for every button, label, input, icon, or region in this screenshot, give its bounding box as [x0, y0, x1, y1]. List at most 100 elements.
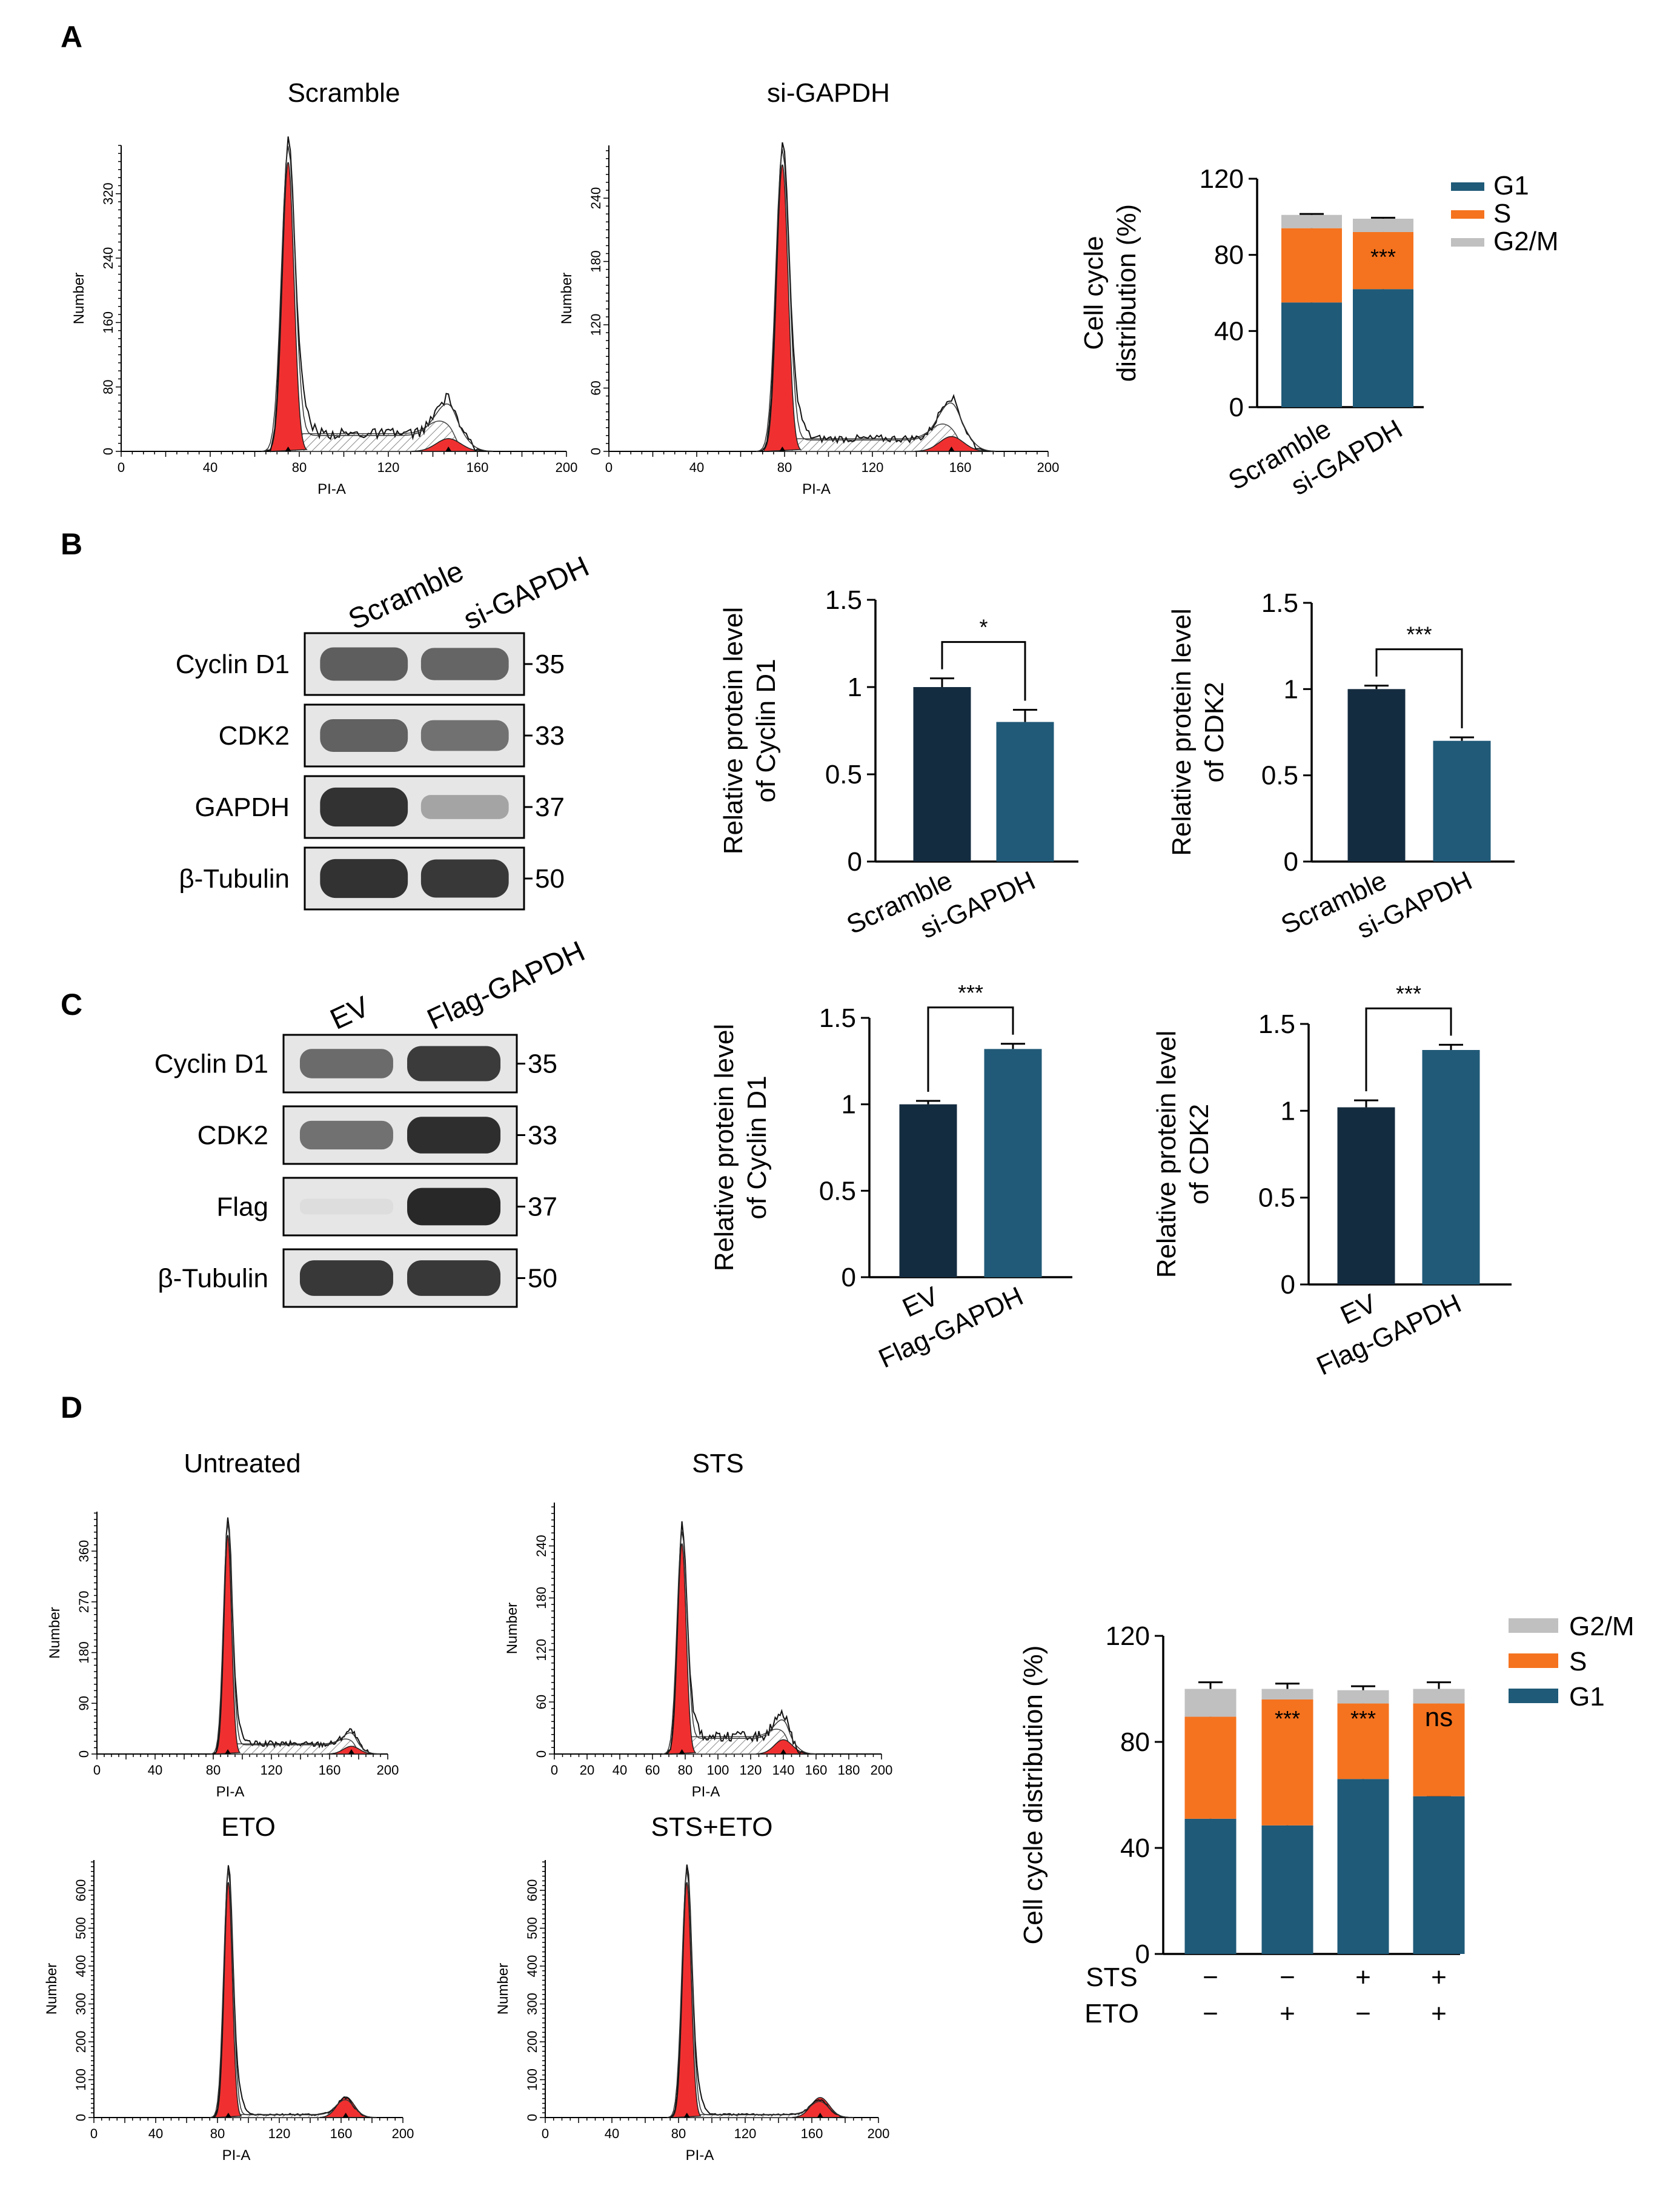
histogram-fit-line — [210, 1870, 377, 2118]
bar-segment-s — [1281, 228, 1342, 303]
histogram-title: STS+ETO — [651, 1812, 773, 1842]
x-tick-label: 60 — [645, 1762, 660, 1778]
treatment-label: ETO — [1084, 1999, 1139, 2028]
histogram-si-gapdh: si-GAPDH 0 40 80 120 160 200 0 60 120 180 240 PI-A Nu… — [559, 78, 1059, 497]
blot-band — [299, 1260, 393, 1296]
y-tick-label: 120 — [588, 314, 603, 336]
legend-label: S — [1569, 1647, 1587, 1676]
y-tick-label: 400 — [525, 1955, 540, 1978]
treatment-sign: − — [1355, 1999, 1371, 2028]
significance-label: *** — [1275, 1706, 1300, 1731]
x-tick-label: 80 — [292, 460, 307, 475]
bar — [1337, 1107, 1395, 1284]
mw-label: 50 — [528, 1264, 557, 1294]
x-tick-label: 0 — [90, 2126, 98, 2141]
g2-peak — [914, 436, 988, 452]
y-axis-label: Relative protein level — [719, 607, 748, 854]
peak-marker — [348, 1749, 354, 1754]
blot-band — [420, 795, 509, 819]
chart-cyclin-d1-b: 0 0.5 1 1.5 Relative protein level of Cyclin … — [719, 585, 1078, 945]
y-tick-label: 100 — [525, 2068, 540, 2091]
significance-label: *** — [1350, 1706, 1376, 1731]
lane-label: Flag-GAPDH — [422, 935, 589, 1036]
y-tick-label: 0.5 — [1258, 1183, 1295, 1213]
x-tick-label: 20 — [580, 1762, 594, 1778]
x-axis-label: PI-A — [686, 2147, 714, 2164]
y-tick-label: 1.5 — [1261, 588, 1298, 618]
x-tick-label: 80 — [777, 460, 792, 475]
bar-segment-s — [1184, 1716, 1237, 1819]
y-axis-label: Cell cycle distribution (%) — [1018, 1646, 1048, 1945]
legend-swatch — [1509, 1653, 1558, 1668]
protein-label: β-Tubulin — [179, 864, 290, 894]
y-tick-label: 0 — [101, 448, 116, 455]
mw-label: 37 — [528, 1192, 557, 1222]
peak-marker — [780, 1749, 786, 1754]
chart-cdk2-c: 0 0.5 1 1.5 Relative protein level of CDK2 EVF… — [1152, 981, 1512, 1381]
significance-label: *** — [1406, 622, 1432, 647]
y-axis-label: of Cyclin D1 — [751, 659, 781, 802]
x-tick-label: 120 — [377, 460, 400, 475]
y-tick-label: 80 — [101, 379, 116, 394]
legend-label: G2/M — [1493, 227, 1559, 256]
legend-label: G1 — [1569, 1682, 1605, 1712]
x-tick-label: 200 — [868, 2126, 890, 2141]
x-tick-label: 120 — [268, 2126, 291, 2141]
panel-label-d: D — [61, 1390, 82, 1424]
y-tick-label: 200 — [525, 2031, 540, 2053]
y-tick-label: 180 — [534, 1587, 549, 1609]
blot-band — [407, 1046, 501, 1081]
lane-label: Scramble — [344, 555, 468, 636]
x-tick-label: 200 — [392, 2126, 414, 2141]
western-blot-c: EV Flag-GAPDH Cyclin D1 35 CDK2 33 Flag 37 β-Tub… — [154, 935, 589, 1308]
blot-band — [299, 1120, 393, 1150]
x-tick-label: 200 — [1037, 460, 1060, 475]
y-tick-label: 0 — [73, 2114, 88, 2121]
histogram-title: Untreated — [184, 1449, 300, 1478]
y-axis-label: Number — [47, 1607, 63, 1658]
histogram-outline — [755, 142, 996, 452]
g2-peak — [411, 438, 485, 452]
x-axis-label: PI-A — [317, 481, 346, 497]
y-axis-label: Relative protein level — [709, 1024, 739, 1271]
significance-label: *** — [1370, 244, 1396, 269]
panel-label-a: A — [61, 20, 82, 54]
bar-segment-g2m — [1353, 218, 1413, 232]
x-tick-label: Flag-GAPDH — [874, 1281, 1028, 1374]
peak-marker — [817, 2113, 823, 2118]
legend-swatch — [1451, 210, 1484, 219]
protein-label: CDK2 — [198, 1121, 268, 1151]
histogram-scramble: Scramble 0 40 80 120 160 200 0 80 160 240 320 PI-A Nu… — [71, 78, 577, 497]
bar-segment-g1 — [1413, 1796, 1465, 1954]
y-axis-label: Number — [44, 1963, 60, 2015]
histogram-sts-eto: STS+ETO 0 40 80 120 160 200 0 100 200 300 400 500 600… — [495, 1812, 889, 2164]
y-tick-label: 0 — [1135, 1939, 1150, 1969]
y-tick-label: 120 — [534, 1639, 549, 1661]
bar-segment-s — [1261, 1699, 1313, 1826]
histogram-title: si-GAPDH — [767, 78, 890, 108]
blot-band — [299, 1049, 393, 1078]
x-tick-label: EV — [1336, 1288, 1381, 1330]
y-axis-label: Number — [495, 1963, 511, 2015]
blot-band — [320, 647, 408, 681]
x-tick-label: Flag-GAPDH — [1312, 1289, 1466, 1381]
x-tick-label: 0 — [551, 1762, 558, 1778]
y-tick-label: 0 — [1281, 1270, 1295, 1300]
histogram-sts: STS 0 20 40 60 80 100 120 140 160 180 200 0 60 120 180 2… — [504, 1449, 892, 1800]
y-tick-label: 0 — [1284, 847, 1298, 877]
histogram-fit-line — [662, 1531, 817, 1755]
protein-label: CDK2 — [219, 721, 290, 751]
mw-label: 35 — [528, 1049, 557, 1079]
treatment-sign: + — [1355, 1962, 1371, 1992]
x-tick-label: 80 — [671, 2126, 686, 2141]
blot-band — [407, 1188, 501, 1226]
bar-segment-g1 — [1337, 1779, 1389, 1954]
histogram-outline — [210, 1517, 381, 1755]
histogram-title: Scramble — [288, 78, 400, 108]
x-tick-label: 80 — [678, 1762, 692, 1778]
blot-band — [420, 648, 509, 680]
y-tick-label: 1.5 — [825, 585, 862, 615]
histogram-fit-line — [666, 1870, 854, 2118]
y-tick-label: 180 — [588, 250, 603, 273]
